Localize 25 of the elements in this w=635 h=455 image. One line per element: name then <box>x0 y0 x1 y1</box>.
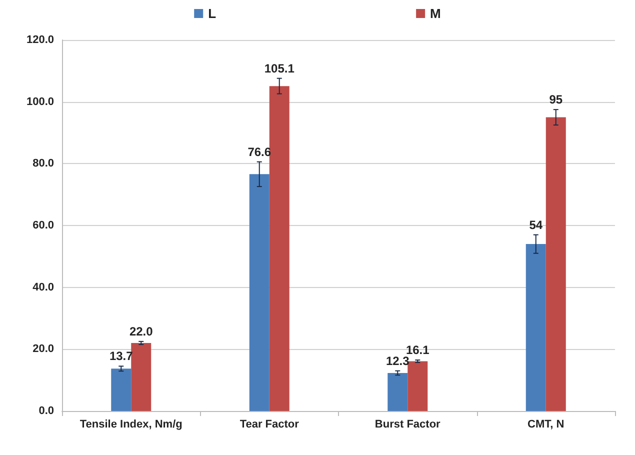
y-tick-label: 60.0 <box>32 220 54 232</box>
x-tick-label: Tear Factor <box>240 418 300 430</box>
data-label: 54 <box>529 218 543 232</box>
bar <box>408 361 428 411</box>
data-label: 105.1 <box>264 61 295 76</box>
bar <box>269 86 290 411</box>
bar <box>546 117 566 411</box>
bar <box>526 244 546 411</box>
data-label: 22.0 <box>129 324 154 338</box>
y-tick-label: 100.0 <box>26 96 54 108</box>
x-tick-label: CMT, N <box>528 418 564 430</box>
y-tick-label: 120.0 <box>26 34 54 46</box>
x-tick-label: Tensile Index, Nm/g <box>80 418 182 430</box>
y-tick-label: 80.0 <box>32 158 54 170</box>
y-tick-label: 0.0 <box>38 405 54 417</box>
legend-label: L <box>208 6 216 21</box>
y-tick-label: 20.0 <box>32 343 54 356</box>
bar <box>131 342 152 411</box>
x-tick-label: Burst Factor <box>374 418 442 430</box>
bar <box>388 372 408 411</box>
data-label: 95 <box>549 92 563 107</box>
bar <box>111 368 132 411</box>
y-tick-label: 40.0 <box>32 281 54 294</box>
legend-label: M <box>430 6 441 21</box>
bar <box>249 174 270 411</box>
